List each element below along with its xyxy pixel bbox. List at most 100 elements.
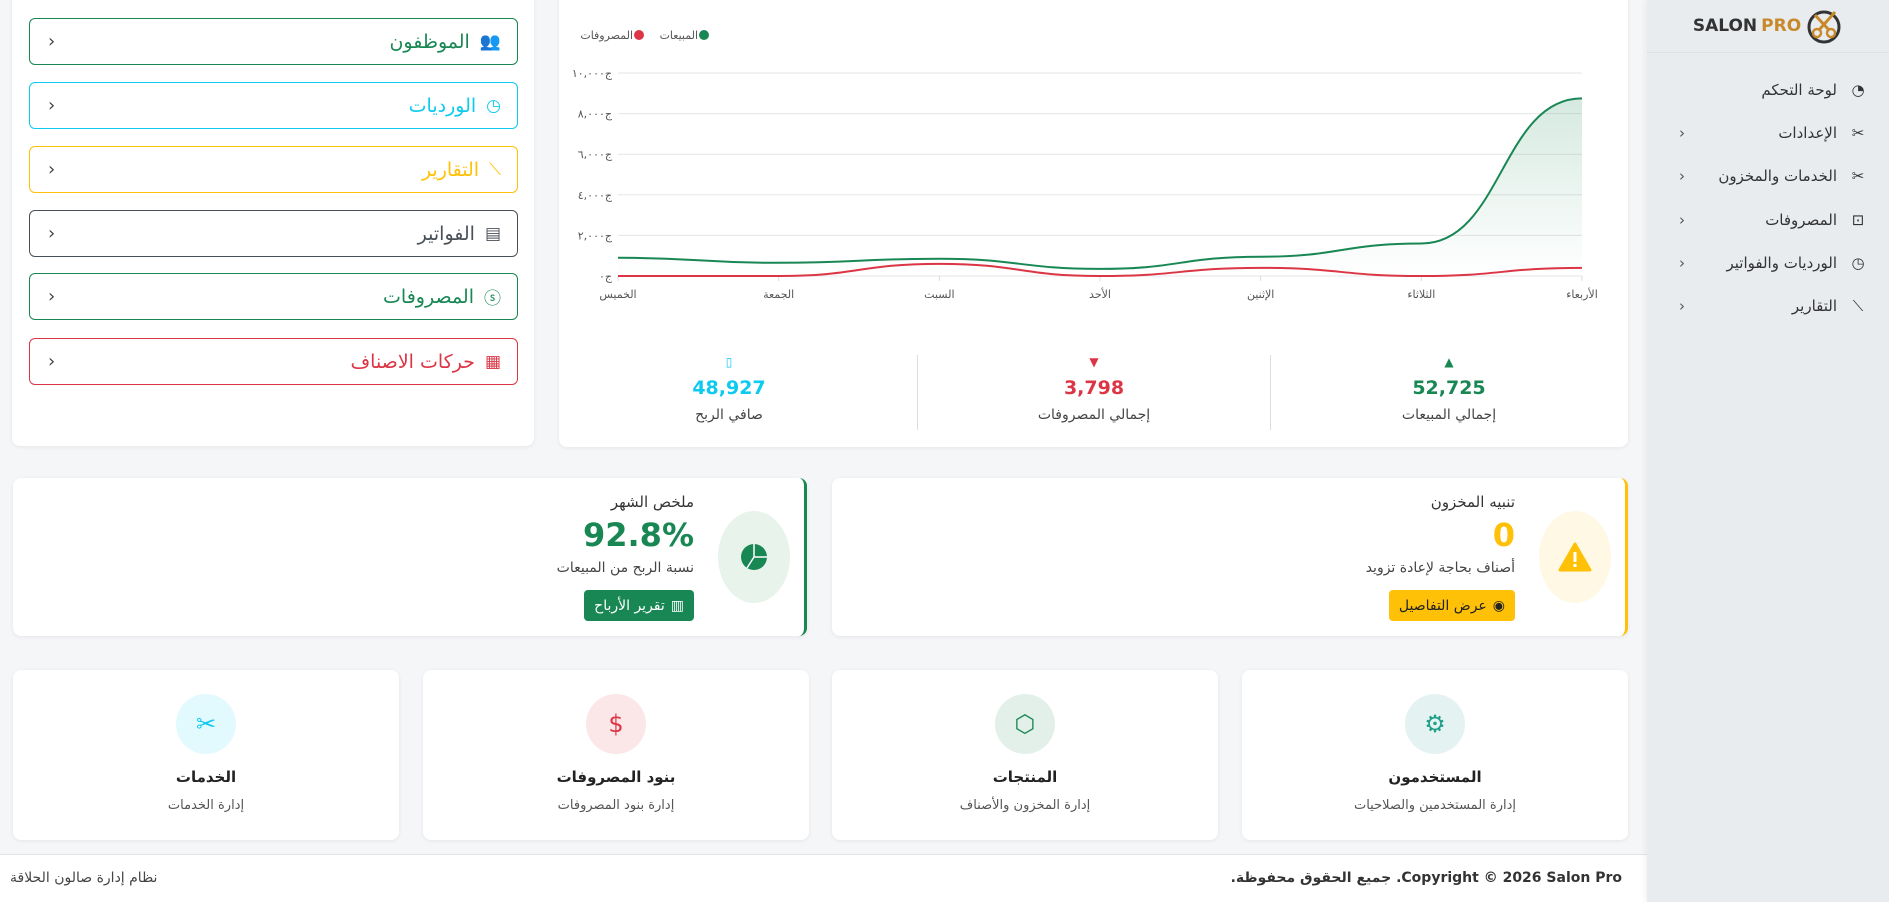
divider: [1270, 355, 1271, 430]
x-tick-label: الخميس: [599, 288, 636, 301]
quick-link-label: حركات الاصناف: [350, 350, 475, 373]
month-summary-card: ملخص الشهر 92.8% نسبة الربح من المبيعات …: [13, 478, 807, 636]
chevron-left-icon: ‹: [48, 159, 56, 180]
module-card-2[interactable]: $ بنود المصروفات إدارة بنود المصروفات: [423, 670, 809, 840]
module-title: الخدمات: [175, 768, 237, 786]
sidebar-item-label: الإعدادات: [1778, 124, 1837, 142]
stat-value: 48,927: [692, 377, 766, 399]
view-details-button[interactable]: ◉ عرض التفاصيل: [1388, 590, 1515, 621]
module-card-1[interactable]: ⬡ المنتجات إدارة المخزون والأصناف: [832, 670, 1218, 840]
sales-expenses-line-chart: ج٠ ج٢,٠٠٠ ج٤,٠٠٠ ج٦,٠٠٠ ج٨,٠٠٠ ج١٠,٠٠٠ الخميس ا…: [572, 29, 1598, 301]
y-tick-label: ج٦,٠٠٠: [578, 148, 613, 161]
chevron-left-icon: ‹: [48, 95, 56, 116]
tools-icon: ✂: [1851, 124, 1865, 142]
clock-icon: ◷: [486, 95, 501, 116]
caret-down-icon: ▼: [1089, 355, 1099, 369]
quick-link-3[interactable]: ▤ الفواتير ‹: [29, 210, 518, 257]
sidebar-item-reports[interactable]: ⟋ التقارير ‹: [1647, 288, 1889, 324]
stat-label: إجمالي المصروفات: [1037, 407, 1151, 423]
series-line-1: [618, 262, 1583, 278]
box-icon: ⬡: [995, 694, 1055, 754]
logo-text-pro: PRO: [1761, 16, 1802, 36]
x-tick-label: الأحد: [1089, 287, 1111, 301]
quick-links-card: [12, 0, 534, 446]
chevron-left-icon: ‹: [1679, 167, 1685, 185]
module-subtitle: إدارة المستخدمين والصلاحيات: [1353, 798, 1516, 813]
button-label: عرض التفاصيل: [1398, 597, 1487, 614]
quick-link-label: الورديات: [408, 94, 477, 117]
footer-copyright: Copyright © 2026 Salon Pro. جميع الحقوق …: [1230, 870, 1622, 886]
y-tick-label: ج١٠,٠٠٠: [572, 67, 613, 80]
y-tick-label: ج٨,٠٠٠: [578, 108, 613, 121]
quick-link-1[interactable]: ◷ الورديات ‹: [29, 82, 518, 129]
scissors-logo-icon: [1807, 10, 1841, 44]
stat-value: 52,725: [1412, 377, 1486, 399]
quick-link-2[interactable]: ⟋ التقارير ‹: [29, 146, 518, 193]
chevron-left-icon: ‹: [48, 286, 56, 307]
receipt-icon: ▤: [484, 223, 501, 244]
module-subtitle: إدارة المخزون والأصناف: [959, 798, 1091, 813]
cash-coin-icon: ⊡: [1851, 211, 1865, 229]
quick-link-5[interactable]: ▦ حركات الاصناف ‹: [29, 338, 518, 385]
wallet-icon: ▯: [725, 355, 733, 369]
sidebar-item-dashboard[interactable]: ◔ لوحة التحكم: [1647, 72, 1889, 108]
sidebar-item-label: لوحة التحكم: [1761, 81, 1837, 99]
footer-system-name: نظام إدارة صالون الحلاقة: [10, 870, 158, 886]
eye-icon: ◉: [1492, 597, 1505, 614]
module-title: المستخدمون: [1388, 768, 1482, 786]
y-tick-label: ج٠: [599, 270, 613, 283]
dashboard-gauge-icon: ◔: [1851, 81, 1865, 99]
module-card-3[interactable]: ✂ الخدمات إدارة الخدمات: [13, 670, 399, 840]
pie-chart-icon: [718, 511, 790, 603]
warning-icon: [1539, 511, 1611, 603]
x-tick-label: الثلاثاء: [1407, 288, 1435, 301]
sidebar-item-settings[interactable]: ✂ الإعدادات ‹: [1647, 115, 1889, 151]
profit-report-button[interactable]: ▥ تقرير الأرباح: [584, 590, 694, 621]
stat-net-profit: ▯ 48,927 صافي الربح: [559, 355, 899, 423]
scissors-icon: ✂: [1851, 167, 1865, 185]
chevron-left-icon: ‹: [48, 31, 56, 52]
graph-up-icon: ⟋: [1852, 297, 1864, 315]
sidebar-item-label: الورديات والفواتير: [1726, 254, 1837, 272]
x-tick-label: الجمعة: [763, 288, 794, 301]
module-subtitle: إدارة الخدمات: [167, 798, 245, 813]
chevron-left-icon: ‹: [1679, 211, 1685, 229]
sidebar-item-shifts-invoices[interactable]: ◷ الورديات والفواتير ‹: [1647, 245, 1889, 281]
cash-icon: $: [586, 694, 646, 754]
stat-value: 3,798: [1063, 377, 1125, 399]
legend-marker: [634, 30, 644, 40]
module-title: بنود المصروفات: [556, 768, 676, 786]
clock-icon: ◷: [1851, 254, 1865, 272]
x-tick-label: الإثنين: [1247, 288, 1274, 301]
module-card-0[interactable]: ⚙ المستخدمون إدارة المستخدمين والصلاحيات: [1242, 670, 1628, 840]
stat-label: إجمالي المبيعات: [1401, 407, 1497, 423]
stock-alert-card: تنبيه المخزون 0 أصناف بحاجة لإعادة تزويد…: [832, 478, 1628, 636]
sidebar-item-services-inventory[interactable]: ✂ الخدمات والمخزون ‹: [1647, 158, 1889, 194]
legend-label: المبيعات: [660, 29, 698, 42]
card-subtitle: أصناف بحاجة لإعادة تزويد: [1365, 560, 1515, 576]
chevron-left-icon: ‹: [1679, 297, 1685, 315]
quick-link-4[interactable]: ⓢ المصروفات ‹: [29, 273, 518, 320]
clipboard-data-icon: ▦: [484, 351, 501, 372]
card-title: ملخص الشهر: [610, 493, 694, 511]
stat-total-sales: ▲ 52,725 إجمالي المبيعات: [1279, 355, 1619, 423]
sidebar-item-label: الخدمات والمخزون: [1718, 167, 1837, 185]
chevron-left-icon: ‹: [1679, 124, 1685, 142]
quick-link-0[interactable]: 👥 الموظفون ‹: [29, 18, 518, 65]
stat-total-expenses: ▼ 3,798 إجمالي المصروفات: [924, 355, 1264, 423]
card-title: تنبيه المخزون: [1430, 493, 1515, 511]
footer: Copyright © 2026 Salon Pro. جميع الحقوق …: [0, 854, 1647, 902]
y-tick-label: ج٤,٠٠٠: [578, 189, 613, 202]
sales-chart-card: ج٠ ج٢,٠٠٠ ج٤,٠٠٠ ج٦,٠٠٠ ج٨,٠٠٠ ج١٠,٠٠٠ الخميس ا…: [559, 0, 1628, 447]
caret-up-icon: ▲: [1444, 355, 1454, 369]
logo[interactable]: SALON PRO: [1647, 0, 1889, 53]
legend-label: المصروفات: [580, 29, 633, 42]
series-line-0: [617, 97, 1583, 270]
scissors-icon: ✂: [176, 694, 236, 754]
low-stock-count: 0: [1492, 516, 1515, 554]
chevron-left-icon: ‹: [48, 351, 56, 372]
card-subtitle: نسبة الربح من المبيعات: [556, 560, 694, 576]
people-icon: 👥: [479, 31, 501, 52]
sidebar-item-expenses[interactable]: ⊡ المصروفات ‹: [1647, 202, 1889, 238]
x-tick-label: الأربعاء: [1566, 287, 1598, 301]
